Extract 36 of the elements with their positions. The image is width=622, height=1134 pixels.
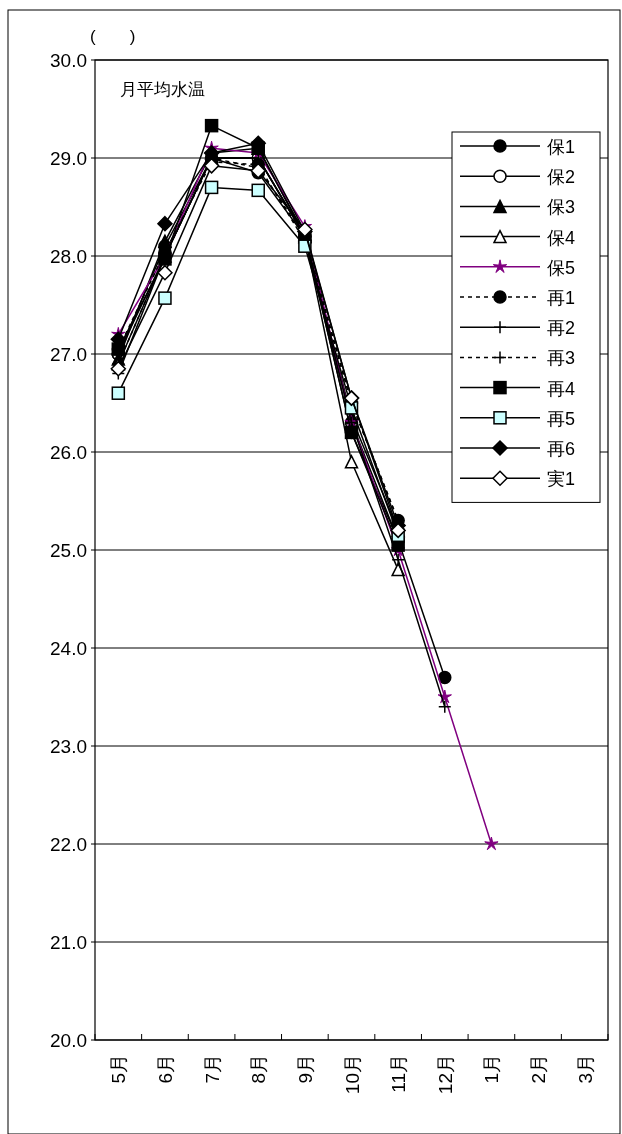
y-tick-label: 24.0 — [50, 638, 87, 659]
legend-label: 再5 — [547, 408, 576, 429]
legend-label: 保2 — [547, 167, 576, 188]
y-tick-label: 26.0 — [50, 442, 87, 463]
x-tick-label: 5月 — [108, 1054, 130, 1084]
legend-label: 再4 — [547, 378, 576, 399]
x-tick-label: 8月 — [248, 1054, 270, 1084]
y-tick-label: 21.0 — [50, 932, 87, 953]
legend-label: 保5 — [547, 257, 576, 278]
x-tick-label: 7月 — [201, 1054, 223, 1084]
y-tick-label: 28.0 — [50, 246, 87, 267]
legend-label: 保3 — [547, 197, 576, 218]
legend-label: 保1 — [547, 137, 576, 157]
legend-label: 再3 — [547, 348, 576, 369]
y-tick-label: 22.0 — [50, 834, 87, 855]
x-tick-label: 1月 — [481, 1054, 503, 1084]
y-tick-label: 27.0 — [50, 344, 87, 365]
y-tick-label: 20.0 — [50, 1030, 87, 1051]
x-tick-label: 6月 — [154, 1054, 176, 1084]
y-tick-label: 30.0 — [50, 50, 87, 71]
legend-label: 実1 — [547, 469, 576, 490]
legend-label: 再2 — [547, 318, 576, 339]
x-tick-label: 3月 — [574, 1054, 596, 1084]
y-tick-label: 23.0 — [50, 736, 87, 757]
y-tick-label: 29.0 — [50, 148, 87, 169]
x-tick-label: 10月 — [341, 1054, 363, 1095]
x-tick-label: 2月 — [528, 1054, 550, 1084]
x-tick-label: 9月 — [294, 1054, 316, 1084]
x-tick-label: 11月 — [388, 1054, 410, 1093]
legend-label: 再6 — [547, 439, 576, 459]
y-axis-title: ( ) — [90, 27, 136, 46]
legend-label: 再1 — [547, 288, 576, 308]
x-tick-label: 12月 — [434, 1054, 456, 1095]
legend-label: 保4 — [547, 227, 576, 248]
text: 月平均水温 — [120, 80, 205, 99]
y-tick-label: 25.0 — [50, 540, 87, 561]
